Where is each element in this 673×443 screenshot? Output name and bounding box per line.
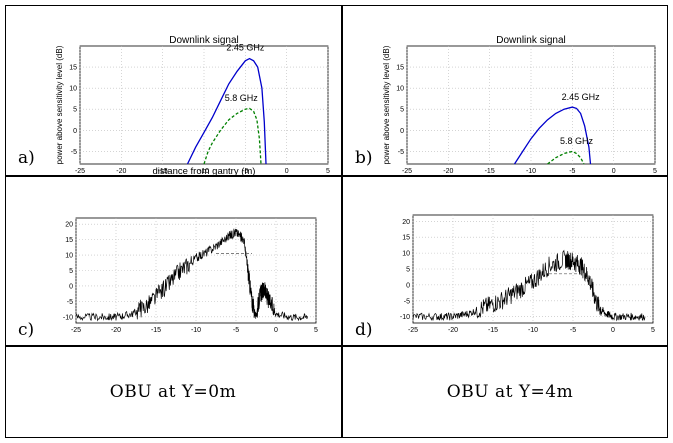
x-tick-label: -15 (151, 327, 161, 334)
y-tick-label: 10 (396, 86, 404, 93)
panel-a-label: a) (18, 148, 35, 168)
x-tick-label: 5 (314, 327, 318, 334)
y-tick-label: 15 (402, 235, 410, 242)
series-annotation: 2.45 GHz (562, 92, 601, 102)
chart-title: Downlink signal (496, 35, 565, 46)
y-axis-label: power above sensitivity level (dB) (55, 45, 64, 164)
series-line-245ghz (513, 106, 592, 165)
y-tick-label: 5 (400, 107, 404, 114)
series-line-245ghz (186, 57, 267, 165)
y-tick-label: 0 (406, 282, 410, 289)
x-tick-label: -5 (233, 327, 239, 334)
series-annotation: 5.8 GHz (560, 136, 594, 146)
panel-c: -25 -20 -15 -10 -5 0 5 -10 -5 0 5 10 15 20 c) (8, 178, 338, 343)
x-tick-label: -25 (408, 327, 418, 334)
plot-frame (79, 45, 329, 165)
y-tick-label: -5 (71, 149, 77, 156)
caption-left: OBU at Y=0m (109, 382, 237, 402)
y-tick-label: -10 (63, 314, 73, 321)
panel-b-label: b) (355, 148, 373, 168)
y-tick-label: 10 (65, 253, 73, 260)
figure-table (5, 5, 668, 438)
x-tick-label: -5 (242, 168, 248, 175)
series-line-58ghz (547, 150, 585, 165)
x-tick-label: 5 (653, 168, 657, 175)
table-divider-vertical (341, 5, 343, 438)
x-tick-label: -20 (443, 168, 453, 175)
x-tick-label: -5 (569, 168, 575, 175)
chart-title: Downlink signal (169, 35, 238, 46)
chart-d: -25 -20 -15 -10 -5 0 5 -10 -5 0 5 10 15 20 (400, 214, 655, 334)
y-tick-label: -5 (67, 299, 73, 306)
table-divider-row-2 (5, 345, 668, 347)
y-tick-label: 5 (406, 267, 410, 274)
x-tick-label: -25 (75, 168, 85, 175)
panel-b: -25 -20 -15 -10 -5 0 5 -5 0 5 10 15 Downlink signal p… (345, 8, 665, 175)
x-tick-label: -20 (448, 327, 458, 334)
x-tick-label: -25 (402, 168, 412, 175)
panel-d: -25 -20 -15 -10 -5 0 5 -10 -5 0 5 10 15 20 d) (345, 178, 665, 343)
panel-d-label: d) (355, 320, 373, 340)
table-divider-row-1 (5, 175, 668, 177)
y-tick-label: 15 (69, 65, 77, 72)
y-tick-label: 10 (402, 251, 410, 258)
x-tick-label: -10 (199, 168, 209, 175)
x-tick-label: -15 (485, 168, 495, 175)
x-tick-label: 0 (612, 168, 616, 175)
x-tick-label: -15 (488, 327, 498, 334)
y-tick-label: 5 (69, 268, 73, 275)
y-tick-label: 0 (73, 128, 77, 135)
y-axis-label: power above sensitivity level (dB) (382, 45, 391, 164)
x-tick-label: 0 (285, 168, 289, 175)
series-annotation: 2.45 GHz (226, 42, 265, 52)
panel-c-label: c) (18, 320, 35, 340)
series-line-58ghz (203, 107, 262, 165)
y-tick-label: 20 (65, 222, 73, 229)
plot-frame (406, 45, 656, 165)
x-tick-label: -10 (191, 327, 201, 334)
x-tick-label: -5 (570, 327, 576, 334)
x-tick-label: -15 (158, 168, 168, 175)
x-tick-label: 0 (611, 327, 615, 334)
y-tick-label: 10 (69, 86, 77, 93)
y-tick-label: 5 (73, 107, 77, 114)
y-tick-label: -5 (398, 149, 404, 156)
x-tick-label: 0 (274, 327, 278, 334)
x-tick-label: -20 (116, 168, 126, 175)
x-tick-label: -25 (71, 327, 81, 334)
x-tick-label: -10 (528, 327, 538, 334)
y-tick-label: 20 (402, 219, 410, 226)
x-tick-label: -20 (111, 327, 121, 334)
caption-right: OBU at Y=4m (446, 382, 574, 402)
x-tick-label: -10 (526, 168, 536, 175)
y-tick-label: 0 (69, 283, 73, 290)
chart-b: -25 -20 -15 -10 -5 0 5 -5 0 5 10 15 Downlink signal p… (382, 35, 657, 175)
chart-c: -25 -20 -15 -10 -5 0 5 -10 -5 0 5 10 15 20 (63, 217, 318, 334)
y-tick-label: -10 (400, 314, 410, 321)
y-tick-label: 0 (400, 128, 404, 135)
y-tick-label: -5 (404, 298, 410, 305)
x-axis-label: distance from gantry (m) (153, 166, 256, 177)
chart-a: -25 -20 -15 -10 -5 0 5 -5 0 5 10 15 Downlink signal d… (55, 35, 330, 177)
y-tick-label: 15 (65, 237, 73, 244)
x-tick-label: 5 (326, 168, 330, 175)
series-line-0 (412, 249, 646, 322)
y-tick-label: 15 (396, 65, 404, 72)
series-line-0 (75, 228, 309, 322)
x-tick-label: 5 (651, 327, 655, 334)
panel-a: -25 -20 -15 -10 -5 0 5 -5 0 5 10 15 Downlink signal d… (8, 8, 338, 177)
series-annotation: 5.8 GHz (225, 93, 259, 103)
